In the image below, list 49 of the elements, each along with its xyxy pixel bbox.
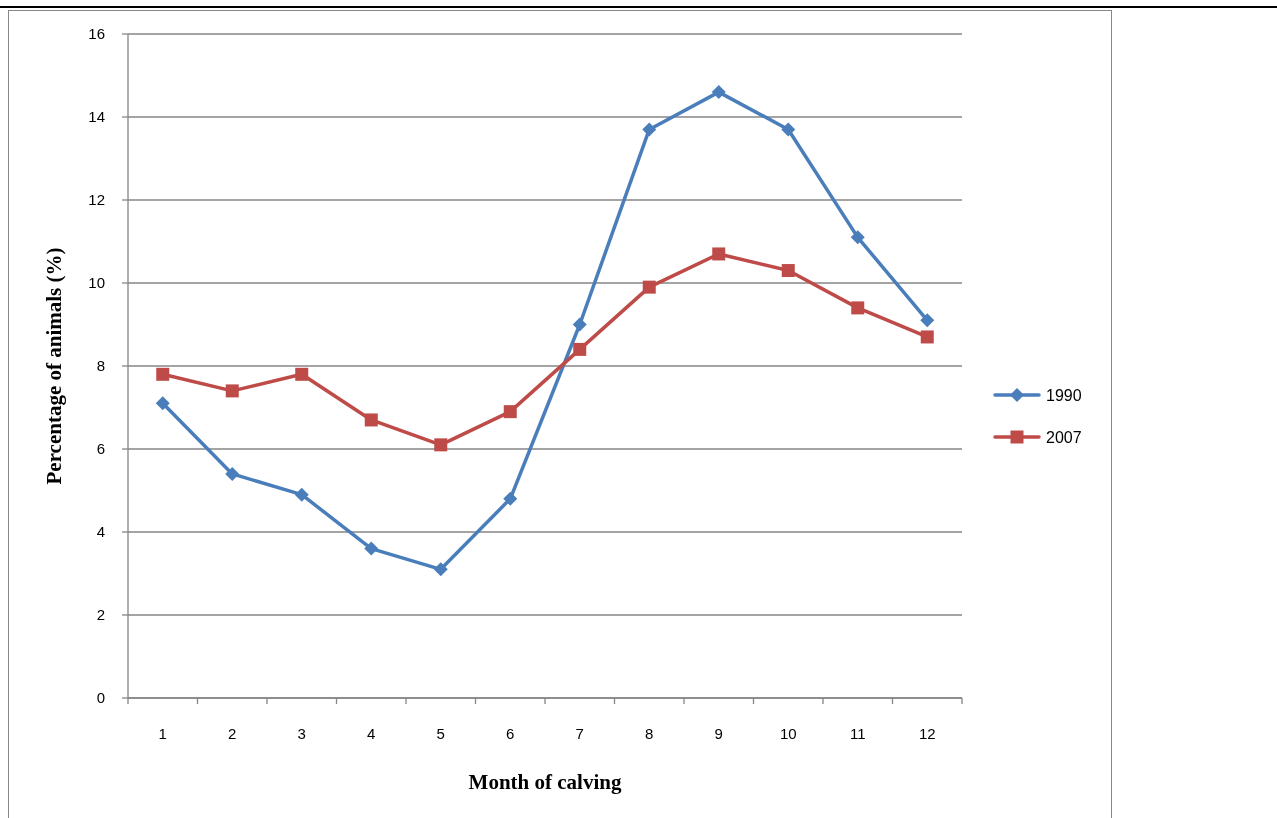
y-tick-label: 12 xyxy=(88,191,105,209)
y-tick-label: 16 xyxy=(88,25,105,43)
point xyxy=(920,313,935,328)
point xyxy=(781,122,796,137)
point xyxy=(572,317,587,332)
point xyxy=(156,367,170,381)
point xyxy=(642,122,657,137)
point xyxy=(642,280,656,294)
x-tick-label: 4 xyxy=(367,725,376,742)
y-tick-label: 2 xyxy=(96,606,105,624)
y-tick-label: 4 xyxy=(96,523,105,541)
point xyxy=(294,487,309,502)
point xyxy=(503,405,517,419)
y-tick-label: 6 xyxy=(96,440,105,458)
point xyxy=(364,541,379,556)
point xyxy=(711,85,726,100)
x-tick-label: 2 xyxy=(228,725,237,742)
x-tick-label: 8 xyxy=(645,725,654,742)
y-tick-label: 14 xyxy=(88,108,105,126)
y-tick-label: 10 xyxy=(88,274,105,292)
point xyxy=(225,466,240,481)
point xyxy=(433,562,448,577)
point xyxy=(781,264,795,278)
point xyxy=(295,367,309,381)
x-tick-label: 11 xyxy=(849,725,866,742)
point xyxy=(920,330,934,344)
x-tick-label: 6 xyxy=(506,725,515,742)
y-tick-label: 0 xyxy=(96,689,105,707)
point xyxy=(364,413,378,427)
point xyxy=(225,384,239,398)
x-tick-label: 7 xyxy=(575,725,584,742)
legend-label: 1990 xyxy=(1046,386,1082,404)
x-tick-label: 3 xyxy=(297,725,306,742)
point xyxy=(155,396,170,411)
legend-label: 2007 xyxy=(1046,428,1082,446)
point xyxy=(434,438,448,452)
x-tick-label: 9 xyxy=(714,725,723,742)
x-tick-label: 1 xyxy=(158,725,167,742)
y-axis-title: Percentage of animals (%) xyxy=(42,247,66,485)
point xyxy=(851,301,865,315)
y-tick-label: 8 xyxy=(96,357,105,375)
x-tick-label: 12 xyxy=(918,725,936,742)
point xyxy=(850,230,865,245)
x-axis-title: Month of calving xyxy=(468,770,622,794)
point xyxy=(573,342,587,356)
point xyxy=(503,491,518,506)
x-tick-label: 5 xyxy=(436,725,445,742)
point xyxy=(712,247,726,261)
x-tick-label: 10 xyxy=(779,725,797,742)
